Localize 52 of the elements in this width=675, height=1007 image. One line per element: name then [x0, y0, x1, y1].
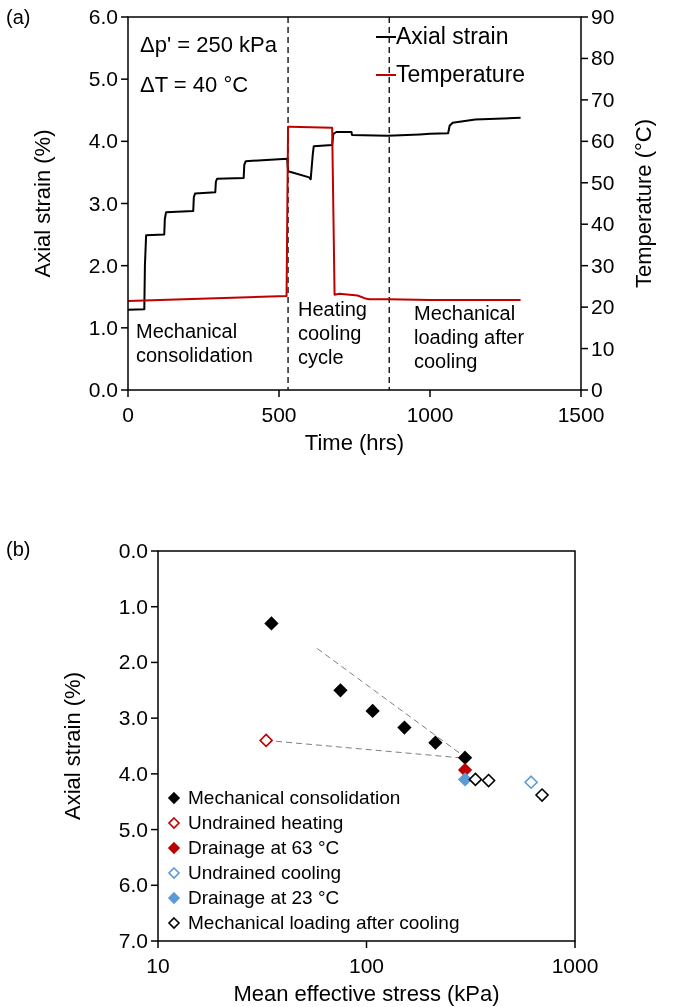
annotation: Heating cooling cycle — [298, 298, 367, 368]
y-tick-label: 0.0 — [88, 378, 118, 401]
x-tick-label: 100 — [348, 954, 385, 977]
x-axis-title: Time (hrs) — [304, 430, 405, 455]
annotation: Δp' = 250 kPa — [140, 32, 278, 57]
y2-tick-label: 20 — [591, 295, 615, 319]
legend-label: Axial strain — [396, 23, 509, 49]
x-tick-label: 0 — [122, 403, 134, 426]
x-tick-label: 10 — [146, 954, 170, 977]
y2-tick-label: 80 — [591, 46, 615, 70]
annotation: Mechanical loading after cooling — [414, 302, 525, 372]
text: (b) — [6, 538, 31, 560]
x-tick-label: 1000 — [551, 954, 599, 977]
y-tick-label: 5.0 — [118, 817, 148, 841]
x-axis-title: Mean effective stress (kPa) — [233, 981, 500, 1006]
annotation: Mechanical consolidation — [136, 320, 253, 366]
y2-tick-label: 60 — [591, 129, 615, 153]
y-tick-label: 4.0 — [88, 129, 118, 153]
y-tick-label: 0.0 — [118, 539, 148, 562]
y2-tick-label: 0 — [591, 378, 603, 401]
y-tick-label: 1.0 — [88, 315, 118, 339]
y-tick-label: 6.0 — [88, 5, 118, 28]
legend-label: Temperature — [396, 61, 526, 87]
y-axis-title: Axial strain (%) — [30, 129, 55, 278]
legend-label: Undrained cooling — [188, 862, 342, 883]
x-tick-label: 1000 — [406, 403, 454, 426]
y-tick-label: 7.0 — [118, 929, 148, 952]
y-tick-label: 2.0 — [88, 253, 118, 277]
y-axis-title: Axial strain (%) — [60, 672, 85, 820]
y2-tick-label: 50 — [591, 170, 615, 194]
legend-label: Drainage at 63 °C — [188, 837, 340, 858]
y2-axis-title: Temperature (°C) — [631, 119, 656, 288]
y-tick-label: 6.0 — [118, 873, 148, 897]
y2-tick-label: 70 — [591, 87, 615, 111]
legend-label: Mechanical loading after cooling — [188, 912, 460, 933]
y-tick-label: 4.0 — [118, 761, 148, 785]
y2-tick-label: 30 — [591, 253, 615, 277]
y-tick-label: 1.0 — [118, 594, 148, 618]
legend-label: Drainage at 23 °C — [188, 887, 340, 908]
x-tick-label: 500 — [261, 403, 297, 426]
y2-tick-label: 10 — [591, 336, 615, 360]
y2-tick-label: 90 — [591, 5, 615, 28]
y-tick-label: 2.0 — [118, 650, 148, 674]
x-tick-label: 1500 — [557, 403, 605, 426]
annotation: ΔT = 40 °C — [140, 72, 249, 97]
text: (a) — [6, 6, 31, 28]
legend-label: Mechanical consolidation — [188, 787, 401, 808]
y-tick-label: 3.0 — [118, 706, 148, 730]
y-tick-label: 5.0 — [88, 67, 118, 91]
y-tick-label: 3.0 — [88, 191, 118, 215]
y2-tick-label: 40 — [591, 212, 615, 236]
legend-label: Undrained heating — [188, 812, 344, 833]
